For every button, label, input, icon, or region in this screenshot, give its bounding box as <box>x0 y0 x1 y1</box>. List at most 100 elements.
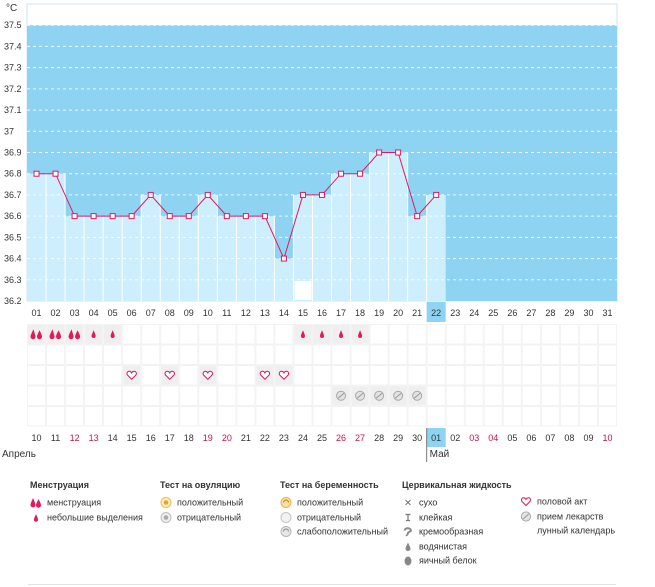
pregnancy-positive-icon <box>280 497 292 509</box>
temperature-point <box>357 170 364 177</box>
pill-icon <box>520 511 532 522</box>
grid-cell <box>464 324 484 345</box>
calendar-date-label: 29 <box>393 433 403 443</box>
day-label: 29 <box>564 308 574 318</box>
temperature-point <box>242 213 249 220</box>
creamy-icon <box>403 527 413 537</box>
grid-cell <box>369 344 389 365</box>
calendar-date-label: 09 <box>583 433 593 443</box>
heart-icon <box>126 370 137 380</box>
menstruation-icon <box>68 329 74 340</box>
grid-cell <box>502 406 522 427</box>
day-label: 24 <box>469 308 479 318</box>
pill-line <box>337 392 345 399</box>
grid-cell <box>407 365 427 386</box>
sticky-icon <box>405 513 411 521</box>
grid-cell <box>578 406 598 427</box>
grid-cell <box>312 385 332 406</box>
moon-cell <box>294 281 312 300</box>
legend-label: клейкая <box>419 511 453 522</box>
temperature-bar <box>160 216 180 301</box>
legend-item-ovulation-positive: положительный <box>160 495 243 510</box>
grid-cell <box>84 365 104 386</box>
day-label: 19 <box>374 308 384 318</box>
grid-cell <box>540 324 560 345</box>
calendar-date-label: 24 <box>298 433 308 443</box>
day-label: 12 <box>241 308 251 318</box>
grid-cell <box>578 385 598 406</box>
legend-title: Тест на беременность <box>280 480 379 490</box>
temperature-bar <box>369 152 389 301</box>
grid-cell <box>236 406 256 427</box>
grid-cell <box>559 385 579 406</box>
grid-cell <box>388 406 408 427</box>
day-label: 17 <box>336 308 346 318</box>
footer-divider <box>28 584 616 585</box>
day-label: 05 <box>108 308 118 318</box>
calendar-date-label: 07 <box>545 433 555 443</box>
drop-icon <box>300 330 305 338</box>
temperature-bar <box>388 152 408 301</box>
grid-cell <box>103 365 123 386</box>
drop-icon <box>34 513 38 522</box>
temperature-bar <box>426 194 446 301</box>
grid-cell <box>464 406 484 427</box>
legend-label: половой акт <box>537 496 588 507</box>
y-tick-label: 37.3 <box>4 63 22 73</box>
legend-title: Менструация <box>30 480 89 490</box>
grid-cell <box>559 344 579 365</box>
day-label: 20 <box>393 308 403 318</box>
grid-cell <box>502 324 522 345</box>
drop-icon <box>110 330 115 338</box>
grid-cell <box>312 344 332 365</box>
day-label: 06 <box>127 308 137 318</box>
grid-cell <box>521 406 541 427</box>
grid-cell <box>141 365 161 386</box>
legend-menstruation: Менструация менструация небольшие выделе… <box>30 480 143 524</box>
calendar-date-label: 05 <box>507 433 517 443</box>
y-tick-label: 37 <box>4 126 14 136</box>
grid-cell <box>274 385 294 406</box>
legend-label: отрицательный <box>297 511 362 522</box>
calendar-date-label: 04 <box>488 433 498 443</box>
calendar-date-label: 22 <box>260 433 270 443</box>
calendar-date-label: 25 <box>317 433 327 443</box>
grid-cell <box>236 324 256 345</box>
temperature-line <box>36 152 437 261</box>
legend-other: половой акт прием лекарств лунный календ… <box>520 494 615 538</box>
day-label: 21 <box>412 308 422 318</box>
temperature-point <box>319 191 325 198</box>
calendar-date-label: 28 <box>374 433 384 443</box>
grid-cell <box>65 385 85 406</box>
grid-cell <box>426 324 446 345</box>
grid-cell <box>597 406 617 427</box>
grid-cell <box>445 344 465 365</box>
grid-cell <box>426 406 446 427</box>
grid-cell <box>293 385 313 406</box>
heart-icon <box>521 497 531 507</box>
grid-cell <box>160 344 180 365</box>
grid-cell <box>141 344 161 365</box>
legend-item-ovulation-negative: отрицательный <box>160 510 243 525</box>
day-label: 22 <box>431 308 441 318</box>
temperature-point <box>166 213 173 220</box>
grid-cell <box>198 385 218 406</box>
marked-cell <box>28 325 46 344</box>
grid-cell <box>141 406 161 427</box>
temperature-bar <box>46 173 66 301</box>
grid-cell <box>388 365 408 386</box>
grid-cell <box>65 344 85 365</box>
grid-cell <box>483 406 503 427</box>
grid-cell <box>369 324 389 345</box>
legend-item-watery: водянистая <box>402 539 512 554</box>
temperature-point <box>109 213 116 220</box>
y-tick-label: 36.2 <box>4 296 22 306</box>
grid-cell <box>540 344 560 365</box>
calendar-date-label: 10 <box>602 433 612 443</box>
temperature-point <box>90 213 97 220</box>
day-label: 07 <box>146 308 156 318</box>
calendar-date-label: 14 <box>108 433 118 443</box>
y-tick-label: 37.2 <box>4 84 22 94</box>
ovulation-negative-icon <box>160 511 172 523</box>
legend-label: яичный белок <box>419 555 477 566</box>
